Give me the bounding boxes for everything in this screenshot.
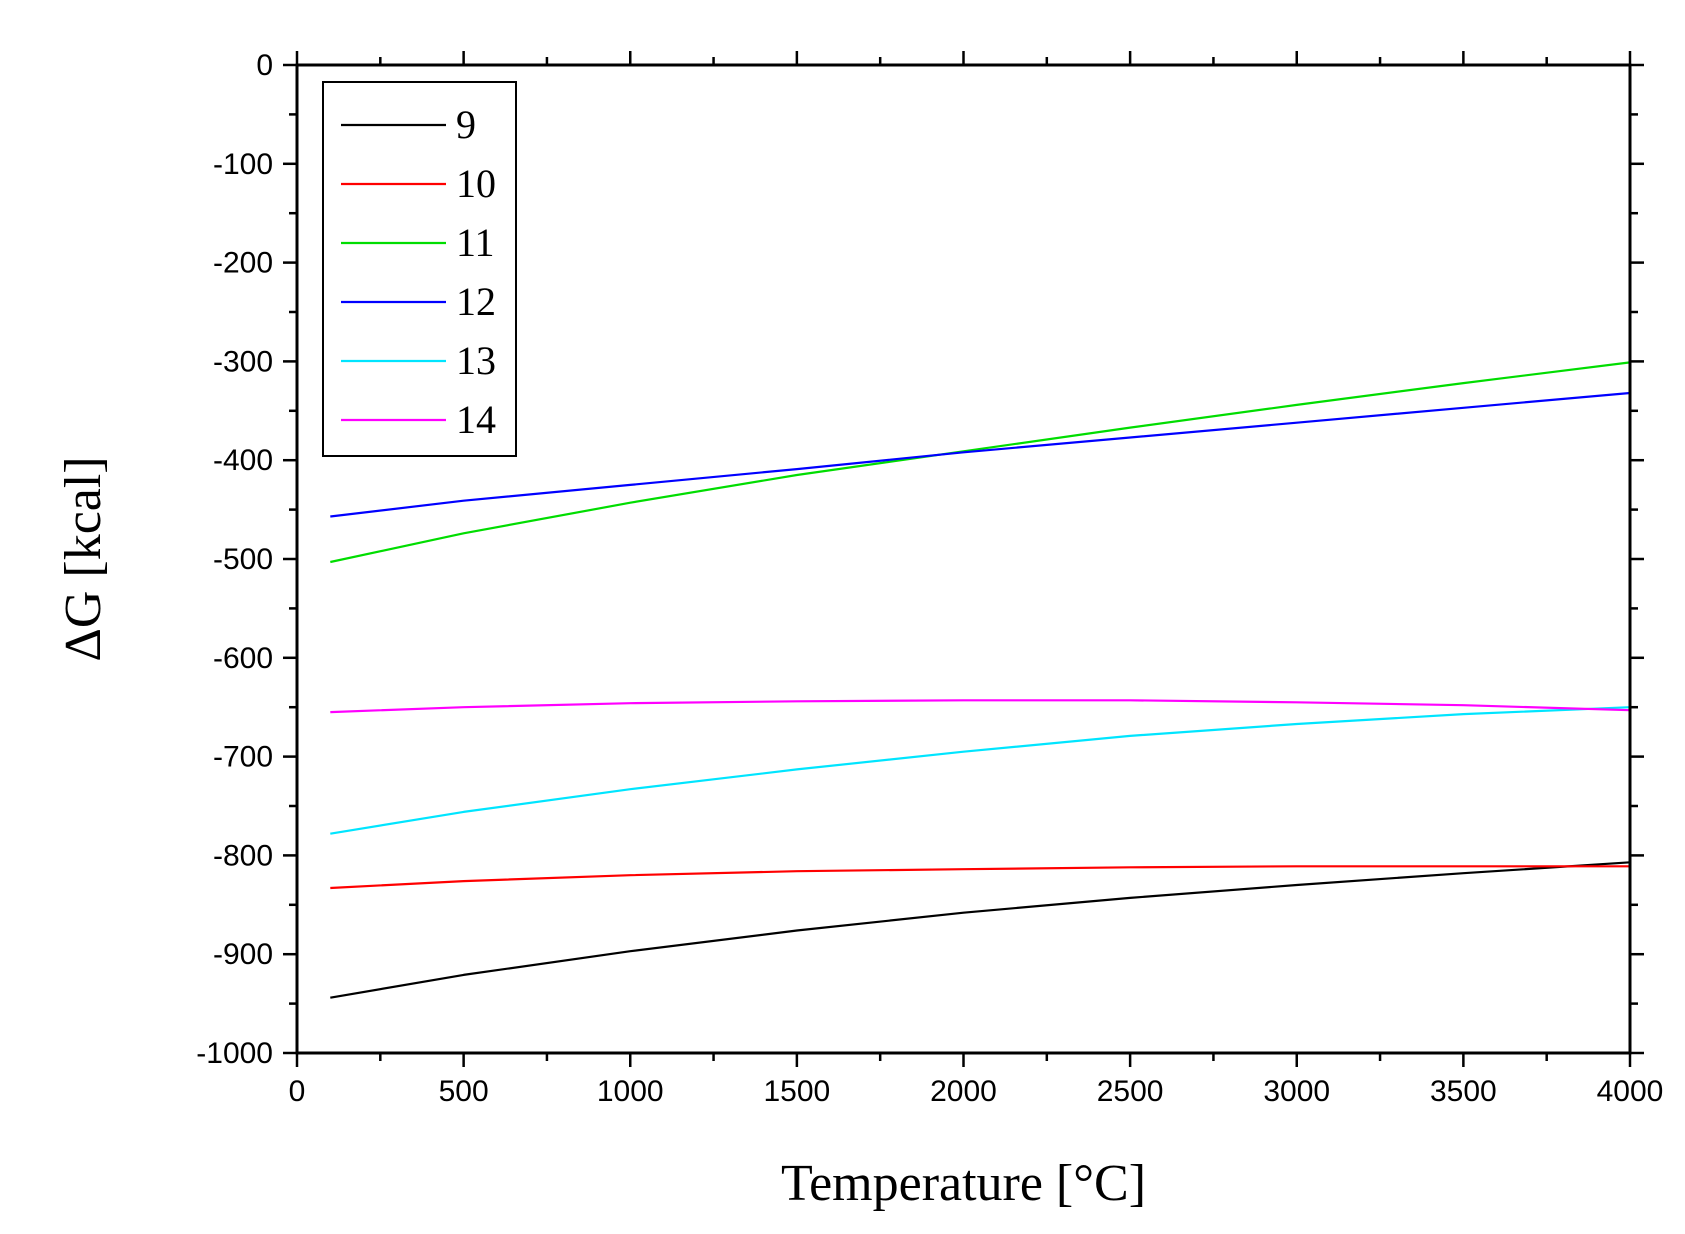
x-axis-title: Temperature [°C] [781,1155,1146,1212]
y-tick-label: -300 [213,345,273,378]
y-tick-label: -100 [213,148,273,181]
y-tick-label: -500 [213,543,273,576]
series-line-11 [330,361,1631,564]
x-tick-label: 2000 [930,1075,997,1108]
y-tick-label: -700 [213,741,273,774]
x-tick-label: 3500 [1430,1075,1497,1108]
series-layer [330,361,1631,999]
y-tick-label: -800 [213,839,273,872]
y-axis-title: ΔG [kcal] [55,456,112,661]
legend-label-10: 10 [456,161,496,206]
legend: 9 10 11 12 13 14 [322,81,517,457]
y-tick-label: -400 [213,444,273,477]
series-line-14 [330,699,1631,714]
legend-box [322,81,517,457]
series-line-12 [330,391,1631,518]
ticks-layer: 0 500 1000 1500 2000 2500 3000 3500 4000 0 -100 -20… [196,49,1663,1108]
x-tick-label: 4000 [1597,1075,1664,1108]
y-tick-label: -900 [213,938,273,971]
legend-label-12: 12 [456,279,496,324]
legend-label-14: 14 [456,397,496,442]
x-tick-label: 1500 [764,1075,831,1108]
x-tick-label: 500 [439,1075,489,1108]
legend-label-13: 13 [456,338,496,383]
legend-label-9: 9 [456,102,476,147]
series-line-13 [330,706,1631,835]
y-tick-label: -1000 [196,1037,273,1070]
plot-frame [295,63,1632,1055]
y-tick-label: 0 [256,49,273,82]
x-tick-label: 3000 [1263,1075,1330,1108]
x-tick-label: 2500 [1097,1075,1164,1108]
series-line-9 [330,861,1631,999]
y-tick-label: -600 [213,642,273,675]
series-line-10 [330,865,1630,890]
x-tick-label: 0 [289,1075,306,1108]
y-tick-label: -200 [213,247,273,280]
legend-label-11: 11 [456,220,495,265]
x-tick-label: 1000 [597,1075,664,1108]
